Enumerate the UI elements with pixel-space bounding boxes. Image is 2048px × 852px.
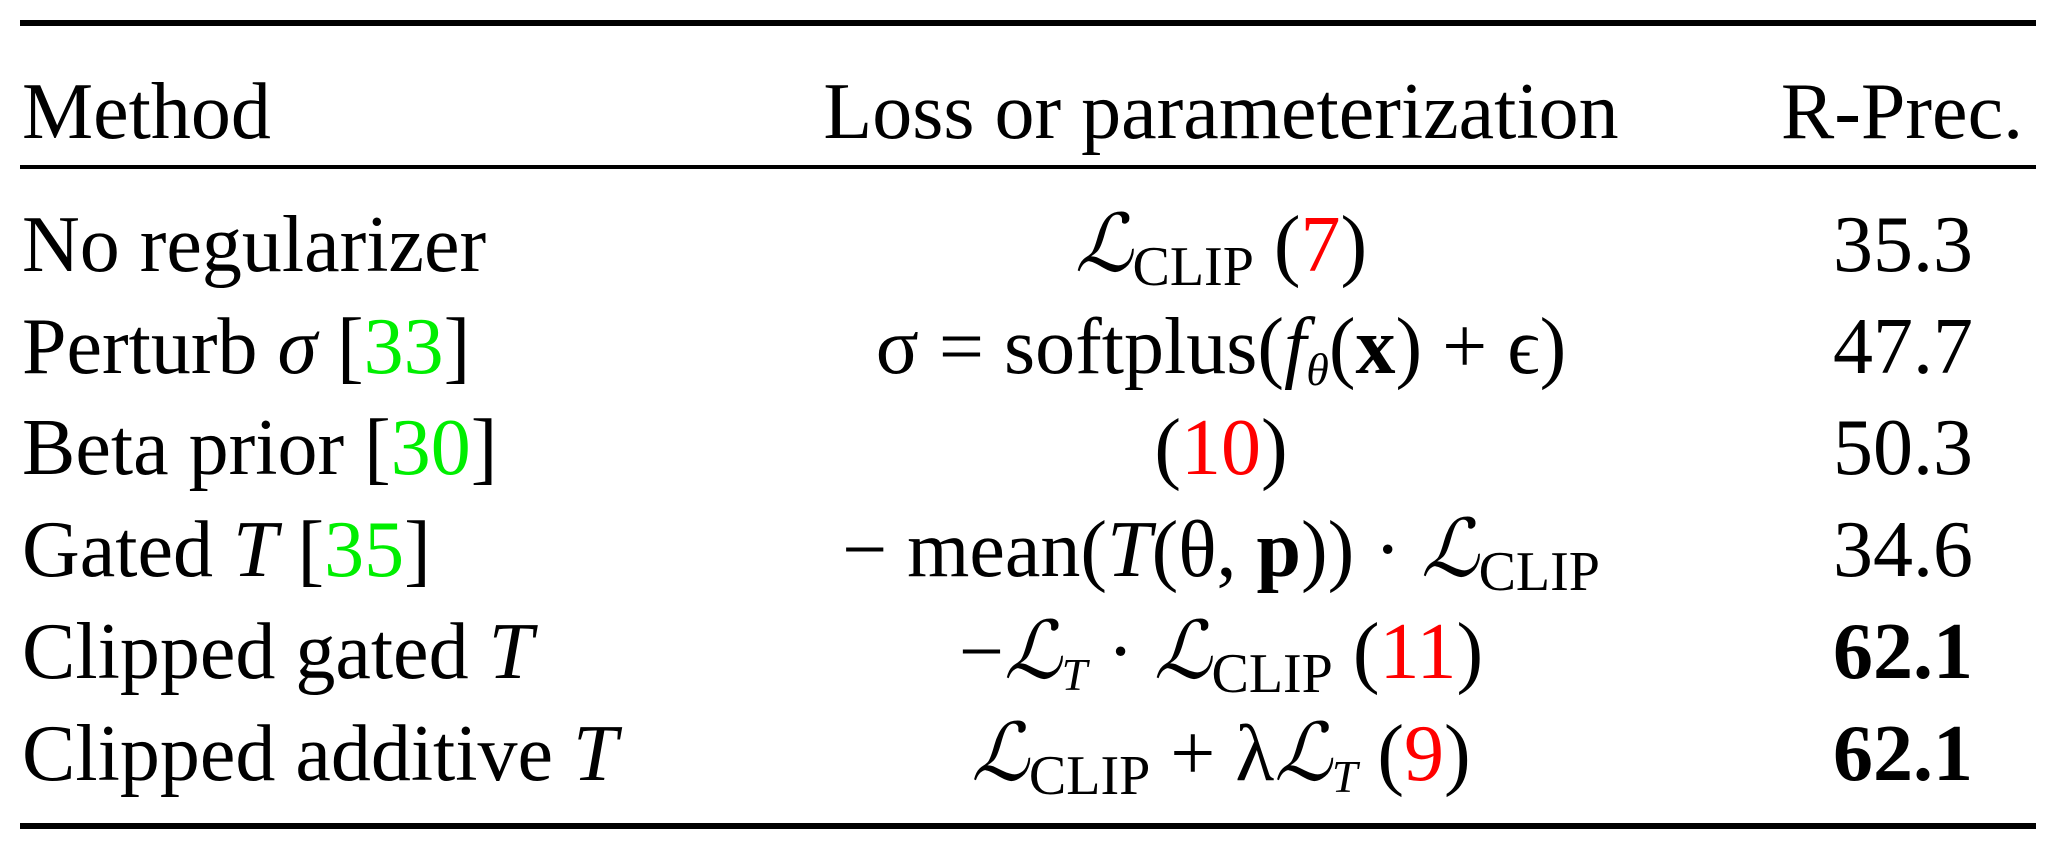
loss-cell: ℒCLIP (7) xyxy=(1074,201,1368,298)
header-method: Method xyxy=(22,68,271,156)
table-row: Beta prior [30] (10) 50.3 xyxy=(0,398,2048,498)
table-row: Clipped gated T −ℒT · ℒCLIP (11) 62.1 xyxy=(0,602,2048,705)
header-row: Method Loss or parameterization R-Prec. xyxy=(0,62,2048,162)
rprec-cell: 62.1 xyxy=(1833,608,1973,696)
loss-cell: −ℒT · ℒCLIP (11) xyxy=(958,608,1484,705)
method-cell: Clipped additive T xyxy=(22,710,618,798)
citation-link[interactable]: 30 xyxy=(390,404,471,492)
table-row: No regularizer ℒCLIP (7) 35.3 xyxy=(0,195,2048,298)
header-loss: Loss or parameterization xyxy=(823,68,1619,156)
loss-cell: ℒCLIP + λℒT (9) xyxy=(971,710,1471,807)
table-row: Clipped additive T ℒCLIP + λℒT (9) 62.1 xyxy=(0,704,2048,807)
table-row: Gated T [35] − mean(T(θ, p)) · ℒCLIP 34.… xyxy=(0,500,2048,603)
equation-ref[interactable]: 11 xyxy=(1379,608,1457,696)
method-cell: No regularizer xyxy=(22,201,487,289)
loss-cell: σ = softplus(fθ(x) + ϵ) xyxy=(875,303,1567,395)
mid-rule xyxy=(20,165,2036,169)
loss-cell: (10) xyxy=(1154,404,1288,492)
method-cell: Beta prior [30] xyxy=(22,404,498,492)
method-cell: Perturb σ [33] xyxy=(22,303,471,391)
rprec-cell: 47.7 xyxy=(1833,303,1973,391)
rprec-cell: 35.3 xyxy=(1833,201,1973,289)
rprec-cell: 62.1 xyxy=(1833,710,1973,798)
equation-ref[interactable]: 10 xyxy=(1181,404,1261,492)
citation-link[interactable]: 35 xyxy=(324,506,405,594)
method-cell: Clipped gated T xyxy=(22,608,534,696)
loss-cell: − mean(T(θ, p)) · ℒCLIP xyxy=(842,506,1600,603)
method-cell: Gated T [35] xyxy=(22,506,431,594)
equation-ref[interactable]: 9 xyxy=(1404,710,1445,798)
bottom-rule xyxy=(20,823,2036,829)
equation-ref[interactable]: 7 xyxy=(1300,201,1341,289)
top-rule xyxy=(20,20,2036,26)
citation-link[interactable]: 33 xyxy=(363,303,444,391)
table-row: Perturb σ [33] σ = softplus(fθ(x) + ϵ) 4… xyxy=(0,297,2048,397)
rprec-cell: 50.3 xyxy=(1833,404,1973,492)
header-rprec: R-Prec. xyxy=(1780,68,2024,156)
rprec-cell: 34.6 xyxy=(1833,506,1973,594)
